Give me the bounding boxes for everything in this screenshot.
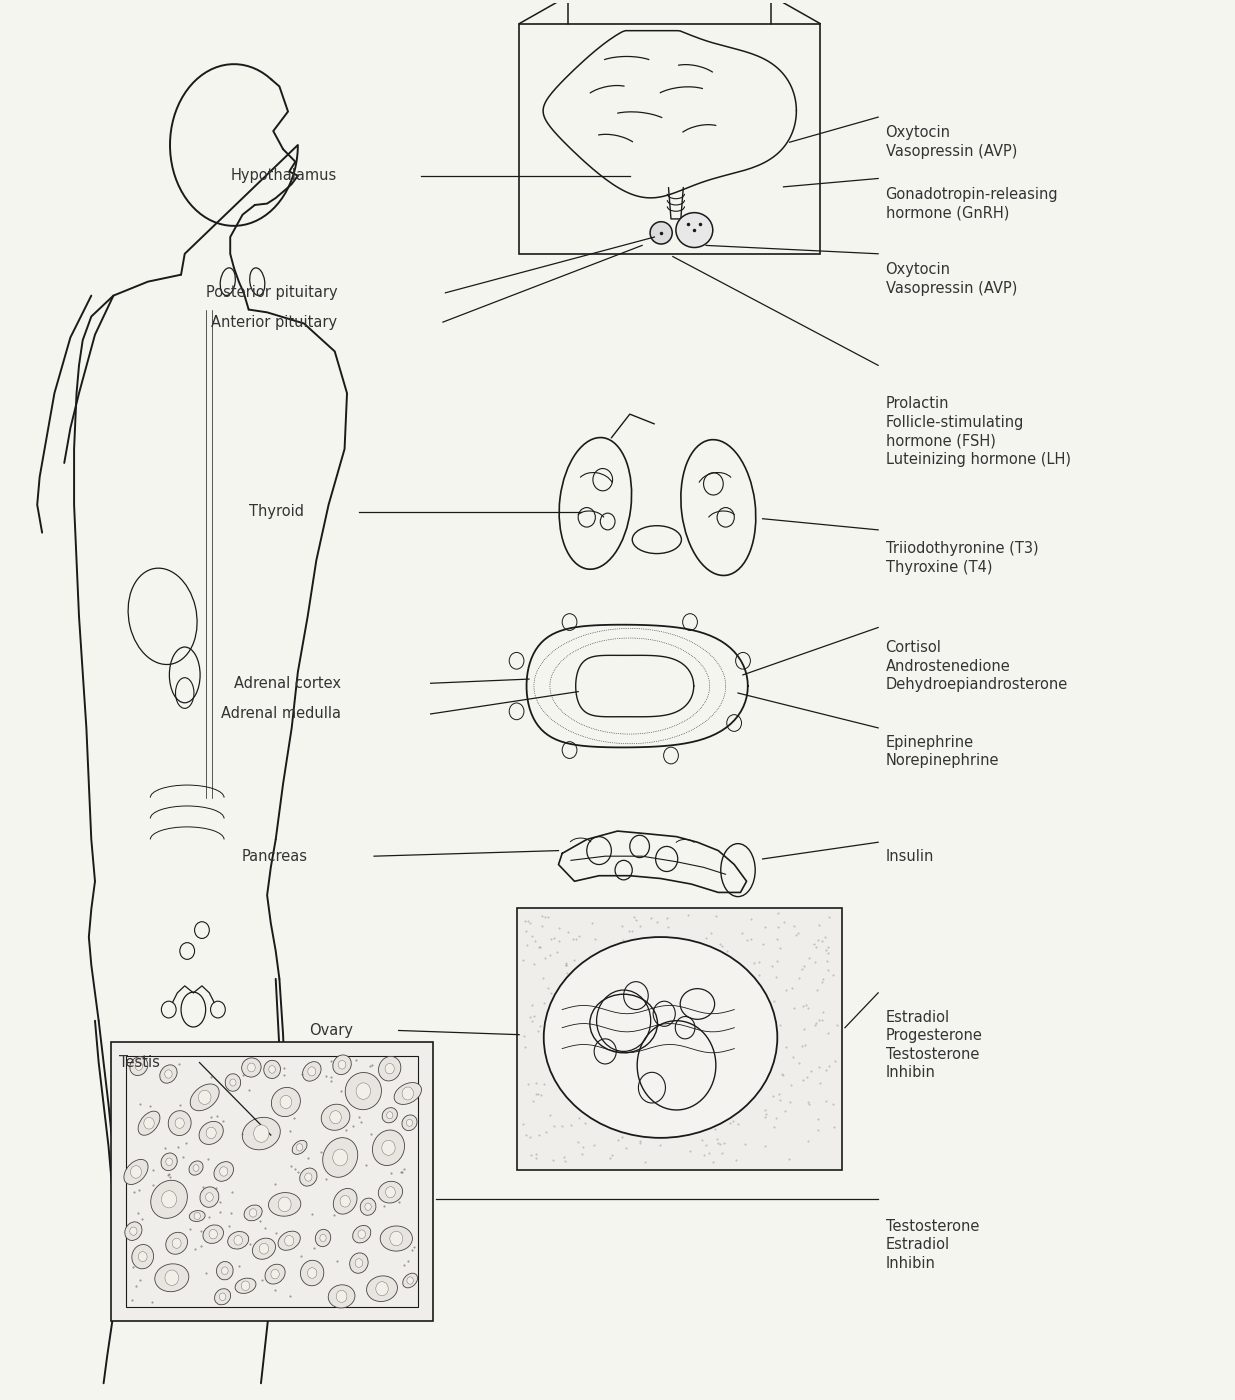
Ellipse shape <box>394 1082 421 1105</box>
Bar <box>519 24 820 253</box>
Text: Insulin: Insulin <box>885 850 934 864</box>
Ellipse shape <box>315 1229 331 1246</box>
Circle shape <box>193 1165 199 1172</box>
Text: Epinephrine
Norepinephrine: Epinephrine Norepinephrine <box>885 735 999 769</box>
Ellipse shape <box>235 1278 256 1294</box>
Circle shape <box>259 1243 269 1254</box>
Circle shape <box>138 1252 147 1261</box>
Ellipse shape <box>216 1261 233 1280</box>
Ellipse shape <box>378 1057 401 1081</box>
Circle shape <box>165 1270 179 1285</box>
Ellipse shape <box>382 1107 398 1123</box>
Ellipse shape <box>367 1275 398 1302</box>
Circle shape <box>278 1197 291 1212</box>
Ellipse shape <box>215 1288 231 1305</box>
Text: Anterior pituitary: Anterior pituitary <box>211 315 337 329</box>
Ellipse shape <box>264 1060 280 1078</box>
Ellipse shape <box>293 1141 308 1155</box>
Text: Gonadotropin-releasing
hormone (GnRH): Gonadotropin-releasing hormone (GnRH) <box>885 186 1058 220</box>
Ellipse shape <box>650 221 672 244</box>
Ellipse shape <box>333 1189 357 1214</box>
Text: Pancreas: Pancreas <box>242 848 308 864</box>
Ellipse shape <box>168 1110 191 1135</box>
Circle shape <box>220 1166 227 1176</box>
Text: Oxytocin
Vasopressin (AVP): Oxytocin Vasopressin (AVP) <box>885 262 1016 295</box>
Ellipse shape <box>159 1065 177 1084</box>
Circle shape <box>164 1070 172 1078</box>
Ellipse shape <box>321 1105 350 1130</box>
Text: Oxytocin
Vasopressin (AVP): Oxytocin Vasopressin (AVP) <box>885 126 1016 160</box>
Circle shape <box>356 1259 363 1267</box>
Ellipse shape <box>252 1238 275 1259</box>
Ellipse shape <box>190 1084 219 1110</box>
Text: Adrenal cortex: Adrenal cortex <box>233 676 341 690</box>
Text: Posterior pituitary: Posterior pituitary <box>205 286 337 301</box>
Ellipse shape <box>378 1182 403 1203</box>
Circle shape <box>233 1235 242 1245</box>
Circle shape <box>205 1193 214 1201</box>
Circle shape <box>387 1112 393 1119</box>
Circle shape <box>336 1291 347 1302</box>
Text: Adrenal medulla: Adrenal medulla <box>221 707 341 721</box>
Ellipse shape <box>401 1114 417 1131</box>
Circle shape <box>220 1294 226 1301</box>
Circle shape <box>320 1235 326 1242</box>
Circle shape <box>247 1063 256 1072</box>
Ellipse shape <box>199 1121 224 1144</box>
Ellipse shape <box>303 1061 321 1081</box>
Ellipse shape <box>272 1088 300 1117</box>
Circle shape <box>308 1067 316 1077</box>
Ellipse shape <box>165 1232 188 1254</box>
Text: Prolactin
Follicle-stimulating
hormone (FSH)
Luteinizing hormone (LH): Prolactin Follicle-stimulating hormone (… <box>885 396 1071 466</box>
Text: Cortisol
Androstenedione
Dehydroepiandrosterone: Cortisol Androstenedione Dehydroepiandro… <box>885 640 1068 692</box>
Circle shape <box>130 1226 137 1235</box>
Circle shape <box>406 1119 412 1126</box>
Circle shape <box>175 1119 184 1128</box>
Bar <box>516 907 842 1170</box>
Text: Triiodothyronine (T3)
Thyroxine (T4): Triiodothyronine (T3) Thyroxine (T4) <box>885 540 1039 574</box>
Ellipse shape <box>138 1112 159 1135</box>
Circle shape <box>143 1117 154 1128</box>
Circle shape <box>270 1270 279 1278</box>
Circle shape <box>230 1079 236 1086</box>
Ellipse shape <box>380 1226 412 1252</box>
Circle shape <box>135 1061 142 1071</box>
Circle shape <box>340 1196 351 1207</box>
Circle shape <box>221 1267 228 1274</box>
Circle shape <box>284 1235 294 1246</box>
Circle shape <box>206 1127 216 1138</box>
Circle shape <box>249 1208 257 1217</box>
Bar <box>126 1056 419 1306</box>
Circle shape <box>194 1212 200 1219</box>
Text: Estradiol
Progesterone
Testosterone
Inhibin: Estradiol Progesterone Testosterone Inhi… <box>885 1009 982 1081</box>
Ellipse shape <box>227 1232 248 1249</box>
Ellipse shape <box>268 1193 301 1217</box>
Circle shape <box>296 1144 303 1151</box>
Ellipse shape <box>203 1225 224 1243</box>
Circle shape <box>131 1166 142 1179</box>
Circle shape <box>199 1091 211 1105</box>
Ellipse shape <box>373 1130 405 1166</box>
Ellipse shape <box>676 213 713 248</box>
Ellipse shape <box>332 1056 351 1075</box>
Ellipse shape <box>278 1231 300 1250</box>
Ellipse shape <box>543 937 777 1138</box>
Ellipse shape <box>132 1245 153 1268</box>
Circle shape <box>390 1231 403 1246</box>
Circle shape <box>385 1187 395 1197</box>
Circle shape <box>162 1191 177 1208</box>
Ellipse shape <box>346 1072 382 1110</box>
Ellipse shape <box>124 1159 148 1184</box>
Ellipse shape <box>245 1205 262 1221</box>
Ellipse shape <box>189 1211 205 1221</box>
Ellipse shape <box>125 1222 142 1240</box>
Ellipse shape <box>403 1273 417 1288</box>
Ellipse shape <box>329 1285 354 1308</box>
Text: Thyroid: Thyroid <box>249 504 304 519</box>
Circle shape <box>332 1149 347 1166</box>
Text: Ovary: Ovary <box>309 1023 353 1037</box>
Ellipse shape <box>225 1074 241 1091</box>
Ellipse shape <box>214 1162 233 1182</box>
Ellipse shape <box>300 1260 324 1285</box>
Ellipse shape <box>300 1168 317 1186</box>
